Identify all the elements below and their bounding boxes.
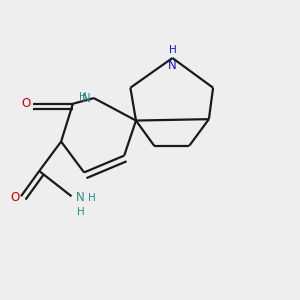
Text: H: H [77,207,85,217]
Text: H: H [169,45,176,55]
Text: O: O [11,191,20,204]
Text: N: N [168,59,177,72]
Text: H: H [79,92,87,102]
Text: N: N [82,92,91,105]
Text: H: H [88,193,96,203]
Text: O: O [21,97,30,110]
Text: N: N [76,191,84,204]
